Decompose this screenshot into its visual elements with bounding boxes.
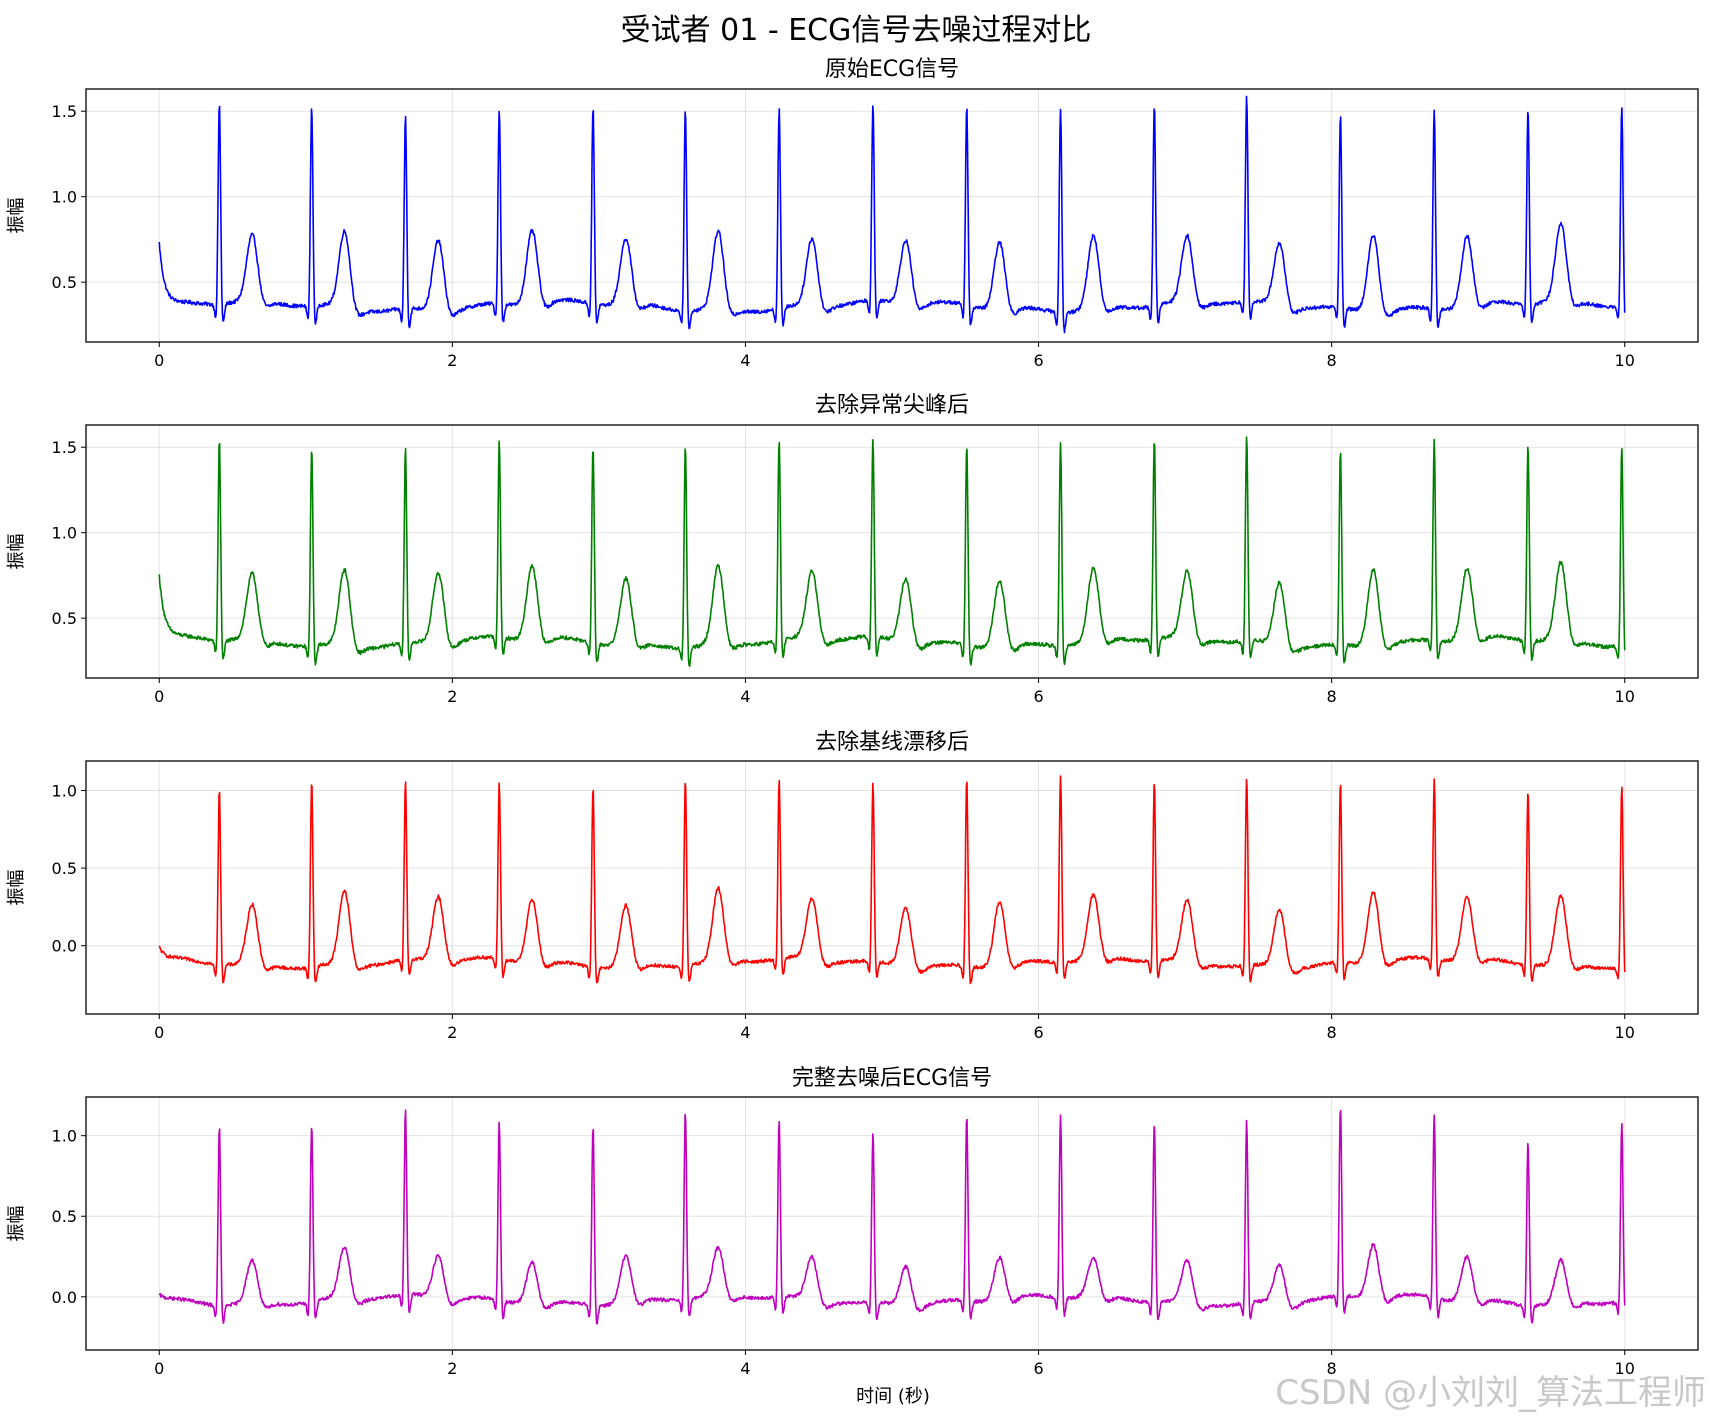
- y-axis-label: 振幅: [6, 534, 27, 570]
- panel-title: 去除异常尖峰后: [815, 393, 969, 418]
- x-tick-label: 8: [1327, 687, 1337, 706]
- x-tick-label: 0: [154, 1023, 164, 1042]
- x-tick-label: 6: [1033, 1359, 1043, 1378]
- y-tick-label: 0.0: [52, 937, 77, 956]
- x-tick-label: 4: [740, 687, 750, 706]
- y-axis-label: 振幅: [6, 1206, 27, 1242]
- x-tick-label: 6: [1033, 1023, 1043, 1042]
- y-tick-label: 1.0: [52, 1127, 77, 1146]
- y-tick-label: 1.0: [52, 188, 77, 207]
- axes-frame: [85, 760, 1699, 1015]
- x-tick-label: 10: [1615, 1359, 1635, 1378]
- x-tick-label: 0: [154, 351, 164, 370]
- x-tick-label: 0: [154, 1359, 164, 1378]
- x-tick-label: 8: [1327, 351, 1337, 370]
- x-tick-label: 10: [1615, 351, 1635, 370]
- axes-frame: [85, 1096, 1699, 1351]
- y-tick-label: 1.5: [52, 102, 77, 121]
- axes-frame: [85, 88, 1699, 343]
- x-tick-label: 6: [1033, 687, 1043, 706]
- y-tick-label: 0.5: [52, 859, 77, 878]
- x-tick-label: 4: [740, 1359, 750, 1378]
- y-tick-label: 0.5: [52, 609, 77, 628]
- series-line: [158, 775, 1626, 985]
- x-tick-label: 2: [447, 351, 457, 370]
- x-tick-label: 10: [1615, 1023, 1635, 1042]
- x-tick-label: 8: [1327, 1023, 1337, 1042]
- x-tick-label: 6: [1033, 351, 1043, 370]
- y-tick-label: 1.5: [52, 438, 77, 457]
- panel-3: 去除基线漂移后 0 2 4 6 8 10 0.0 0.5 1.0 振幅: [6, 730, 1699, 1042]
- panel-2: 去除异常尖峰后 0 2 4 6 8 10 0.5 1.0 1.5 振幅: [6, 393, 1699, 706]
- x-tick-label: 2: [447, 687, 457, 706]
- y-tick-label: 0.0: [52, 1288, 77, 1307]
- series-line: [158, 95, 1626, 334]
- panel-1: 原始ECG信号 0 2 4 6 8 10 0.5 1.0 1.5 振幅: [6, 57, 1699, 370]
- series-line: [158, 436, 1626, 667]
- panel-title: 去除基线漂移后: [815, 730, 969, 755]
- figure-title: 受试者 01 - ECG信号去噪过程对比: [621, 13, 1092, 48]
- y-tick-label: 0.5: [52, 1207, 77, 1226]
- x-tick-label: 4: [740, 1023, 750, 1042]
- axes-frame: [85, 424, 1699, 679]
- x-tick-label: 8: [1327, 1359, 1337, 1378]
- x-tick-label: 2: [447, 1023, 457, 1042]
- panel-title: 完整去噪后ECG信号: [792, 1066, 992, 1091]
- x-tick-label: 4: [740, 351, 750, 370]
- series-line: [158, 1109, 1626, 1325]
- x-axis-label: 时间 (秒): [856, 1386, 930, 1407]
- y-tick-label: 1.0: [52, 781, 77, 800]
- panel-4: 完整去噪后ECG信号 0 2 4 6 8 10 0.0 0.5 1.0 振幅: [6, 1066, 1699, 1378]
- x-tick-label: 10: [1615, 687, 1635, 706]
- watermark: CSDN @小刘刘_算法工程师: [1275, 1373, 1706, 1413]
- y-tick-label: 0.5: [52, 273, 77, 292]
- panel-title: 原始ECG信号: [825, 57, 959, 82]
- y-axis-label: 振幅: [6, 198, 27, 234]
- y-tick-label: 1.0: [52, 524, 77, 543]
- x-tick-label: 2: [447, 1359, 457, 1378]
- x-tick-label: 0: [154, 687, 164, 706]
- y-axis-label: 振幅: [6, 870, 27, 906]
